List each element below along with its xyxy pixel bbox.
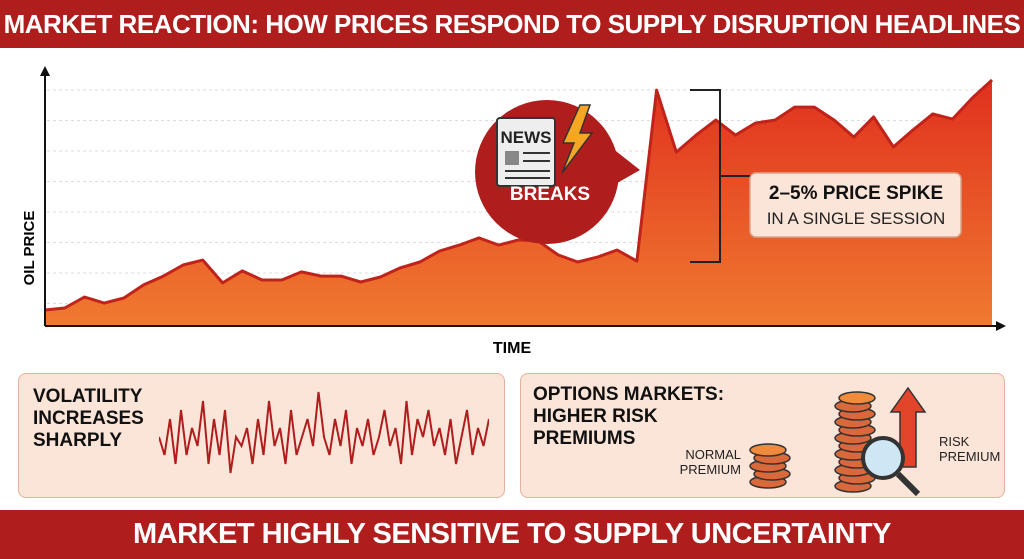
y-axis-label: OIL PRICE bbox=[21, 211, 38, 286]
risk-premium-label: RISK PREMIUM bbox=[939, 434, 1000, 464]
volatility-title: VOLATILITY INCREASES SHARPLY bbox=[33, 386, 144, 452]
news-breaks-badge: NEWS BREAKS bbox=[475, 100, 640, 244]
spike-subtitle: IN A SINGLE SESSION bbox=[767, 209, 946, 228]
spike-callout bbox=[749, 172, 962, 238]
newspaper-icon bbox=[496, 117, 556, 187]
lightning-icon bbox=[561, 104, 594, 174]
breaks-text: BREAKS bbox=[510, 184, 590, 205]
volatility-title-line: INCREASES bbox=[33, 408, 144, 429]
footer-banner: MARKET HIGHLY SENSITIVE TO SUPPLY UNCERT… bbox=[0, 510, 1024, 559]
risk-premium-line: PREMIUM bbox=[939, 449, 1001, 464]
price-area bbox=[45, 80, 992, 326]
volatility-title-line: SHARPLY bbox=[33, 430, 123, 451]
x-axis-label: TIME bbox=[493, 340, 532, 357]
price-line bbox=[44, 78, 994, 312]
volatility-title-line: VOLATILITY bbox=[33, 386, 143, 407]
options-title: OPTIONS MARKETS: HIGHER RISK PREMIUMS bbox=[533, 384, 724, 450]
coin bbox=[749, 443, 787, 457]
y-axis-arrow-icon bbox=[40, 66, 50, 76]
options-title-line: HIGHER RISK bbox=[533, 406, 658, 427]
x-axis-arrow-icon bbox=[996, 321, 1006, 331]
price-chart: TIME OIL PRICE NEWS BREAKS 2–5% PRICE SP… bbox=[21, 66, 1006, 357]
news-text: NEWS bbox=[501, 128, 552, 147]
volatility-panel: VOLATILITY INCREASES SHARPLY bbox=[18, 373, 505, 498]
magnifier-icon bbox=[861, 436, 921, 497]
arrow-up-icon bbox=[889, 386, 927, 468]
options-panel: OPTIONS MARKETS: HIGHER RISK PREMIUMS NO… bbox=[520, 373, 1005, 498]
normal-premium-label: NORMAL PREMIUM bbox=[661, 447, 741, 477]
normal-premium-line: PREMIUM bbox=[679, 462, 741, 477]
spike-bracket bbox=[690, 89, 750, 263]
options-title-line: OPTIONS MARKETS: bbox=[533, 384, 725, 405]
options-title-line: PREMIUMS bbox=[533, 428, 636, 449]
header-title: MARKET REACTION: HOW PRICES RESPOND TO S… bbox=[0, 0, 1024, 48]
coin-stack-icon bbox=[749, 443, 791, 489]
normal-premium-line: NORMAL bbox=[685, 447, 741, 462]
risk-premium-line: RISK bbox=[939, 434, 970, 449]
volatility-line bbox=[159, 391, 489, 474]
spike-title: 2–5% PRICE SPIKE bbox=[769, 183, 943, 204]
coin bbox=[838, 391, 876, 405]
